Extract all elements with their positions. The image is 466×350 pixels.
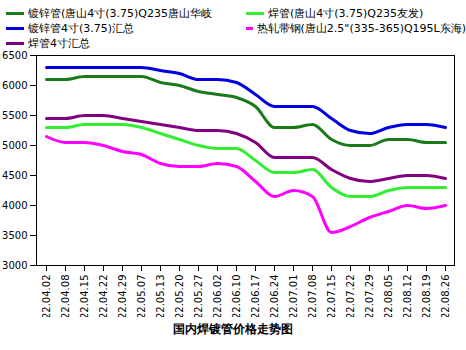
svg-text:6500: 6500 bbox=[2, 50, 27, 61]
html-text:镀锌管(唐山4寸(3.75)Q235唐山华岐: 镀锌管(唐山4寸(3.75)Q235唐山华岐 bbox=[28, 7, 212, 20]
svg-text:22.05.27: 22.05.27 bbox=[193, 275, 204, 318]
svg-text:4500: 4500 bbox=[2, 170, 27, 181]
svg-text:22.07.29: 22.07.29 bbox=[364, 275, 375, 318]
svg-text:22.07.22: 22.07.22 bbox=[345, 275, 356, 318]
svg-text:4000: 4000 bbox=[2, 200, 27, 211]
svg-text:22.04.22: 22.04.22 bbox=[98, 275, 109, 318]
html-text:焊管4寸汇总: 焊管4寸汇总 bbox=[28, 37, 90, 50]
svg-text:6000: 6000 bbox=[2, 80, 27, 91]
svg-text:5500: 5500 bbox=[2, 110, 27, 121]
html-text:热轧带钢(唐山2.5"(335-365)Q195L东海): 热轧带钢(唐山2.5"(335-365)Q195L东海) bbox=[256, 22, 466, 35]
svg-text:5000: 5000 bbox=[2, 140, 27, 151]
svg-text:22.07.15: 22.07.15 bbox=[326, 275, 337, 318]
svg-text:22.07.08: 22.07.08 bbox=[307, 275, 318, 318]
svg-text:22.04.29: 22.04.29 bbox=[117, 275, 128, 318]
svg-text:22.05.20: 22.05.20 bbox=[174, 275, 185, 318]
html-text:镀锌管4寸(3.75)汇总: 镀锌管4寸(3.75)汇总 bbox=[28, 22, 135, 35]
html-text:国内焊镀管价格走势图: 国内焊镀管价格走势图 bbox=[173, 322, 293, 336]
svg-text:3500: 3500 bbox=[2, 230, 27, 241]
svg-text:22.04.02: 22.04.02 bbox=[41, 275, 52, 318]
svg-text:22.08.26: 22.08.26 bbox=[440, 275, 451, 318]
svg-text:22.05.07: 22.05.07 bbox=[136, 275, 147, 318]
html-text:焊管(唐山4寸(3.75)Q235友发): 焊管(唐山4寸(3.75)Q235友发) bbox=[268, 7, 424, 20]
svg-text:22.06.10: 22.06.10 bbox=[231, 275, 242, 318]
svg-text:3000: 3000 bbox=[2, 260, 27, 271]
svg-text:22.08.19: 22.08.19 bbox=[421, 275, 432, 318]
svg-text:22.08.12: 22.08.12 bbox=[402, 275, 413, 318]
svg-text:22.07.01: 22.07.01 bbox=[288, 275, 299, 318]
svg-text:22.04.15: 22.04.15 bbox=[79, 275, 90, 318]
svg-text:22.06.17: 22.06.17 bbox=[250, 275, 261, 318]
svg-text:22.06.24: 22.06.24 bbox=[269, 275, 280, 318]
svg-text:22.08.05: 22.08.05 bbox=[383, 275, 394, 318]
svg-text:22.04.08: 22.04.08 bbox=[60, 275, 71, 318]
svg-text:22.05.13: 22.05.13 bbox=[155, 275, 166, 318]
svg-text:22.06.02: 22.06.02 bbox=[212, 275, 223, 318]
